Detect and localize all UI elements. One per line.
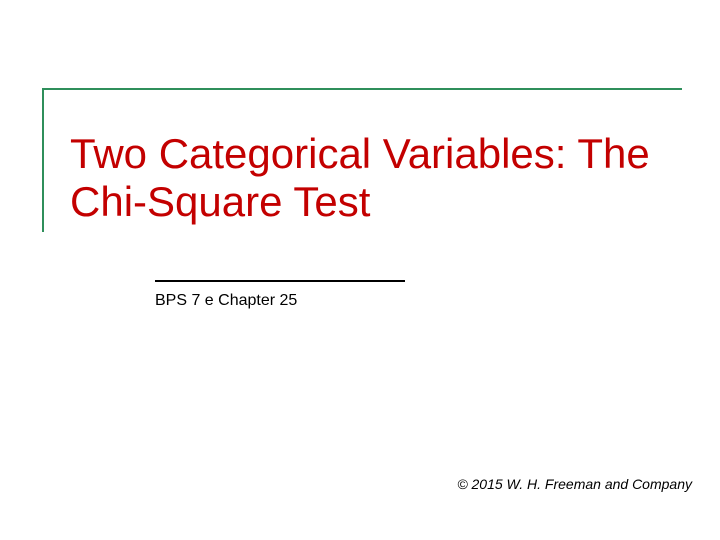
subtitle-block: BPS 7 e Chapter 25 xyxy=(155,280,405,310)
accent-vertical-rule xyxy=(42,88,44,232)
slide-subtitle: BPS 7 e Chapter 25 xyxy=(155,292,405,310)
slide-title: Two Categorical Variables: The Chi-Squar… xyxy=(70,130,670,227)
subtitle-rule xyxy=(155,280,405,282)
accent-horizontal-rule xyxy=(42,88,682,90)
copyright-text: © 2015 W. H. Freeman and Company xyxy=(457,476,692,492)
